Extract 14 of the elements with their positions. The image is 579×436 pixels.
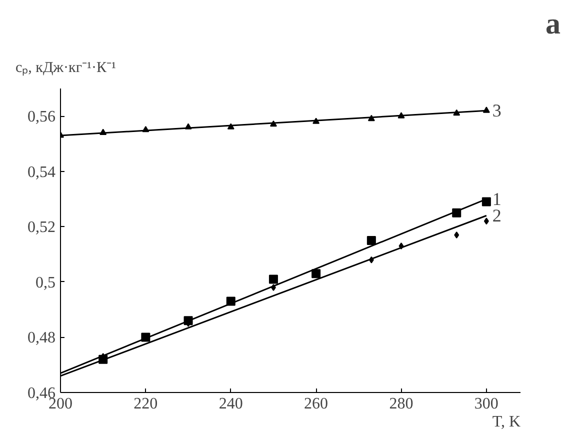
x-tick-label: 260 (304, 396, 328, 412)
y-tick-label: 0,52 (28, 219, 56, 236)
x-tick-label: 280 (389, 396, 414, 412)
x-tick-label: 220 (134, 396, 158, 412)
x-tick-label: 240 (218, 396, 243, 412)
y-axis-title: cₚ, кДж·кг⁻¹·К⁻¹ (16, 60, 116, 76)
x-axis-title: T, K (492, 414, 521, 430)
text: a (546, 8, 560, 40)
y-tick-label: 0,48 (28, 330, 56, 347)
y-tick-label: 0,54 (28, 164, 56, 181)
y-tick-label: 0,5 (36, 274, 56, 292)
x-tick-label: 300 (474, 396, 498, 412)
y-tick-label: 0,56 (28, 108, 56, 126)
series-label: 3 (492, 100, 502, 121)
